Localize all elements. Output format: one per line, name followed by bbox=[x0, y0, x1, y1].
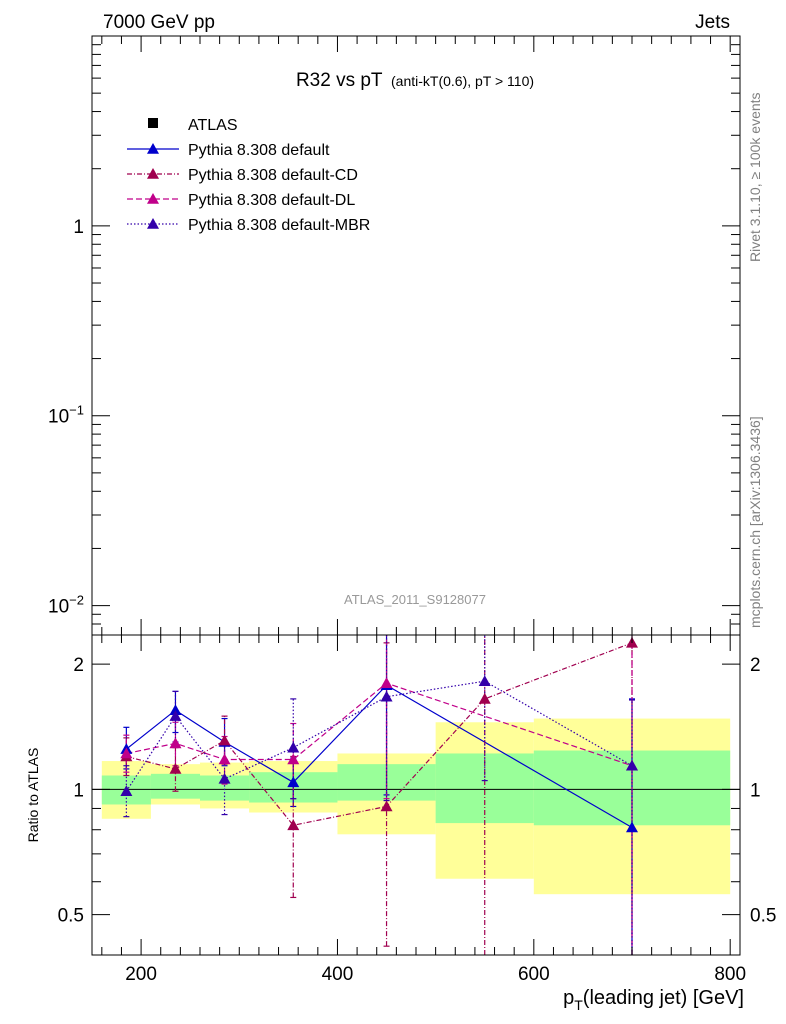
title-main: R32 vs pT bbox=[296, 70, 383, 91]
legend-entry-label: Pythia 8.308 default-DL bbox=[188, 192, 355, 209]
series-line-2 bbox=[126, 682, 633, 767]
ratio-y-tick-label-right: 2 bbox=[750, 655, 761, 676]
main-y-tick-label: 10−1 bbox=[48, 403, 84, 428]
ratio-y-tick-label-right: 1 bbox=[750, 780, 761, 801]
series-point bbox=[287, 819, 300, 831]
legend-entry-label: Pythia 8.308 default-CD bbox=[188, 167, 358, 184]
x-tick-label: 600 bbox=[518, 964, 550, 985]
main-y-tick-label: 1 bbox=[73, 217, 84, 238]
rivet-label: Rivet 3.1.10, ≥ 100k events bbox=[747, 92, 763, 262]
series-point bbox=[120, 785, 133, 797]
legend-entry-label: Pythia 8.308 default bbox=[188, 142, 330, 159]
main-y-tick-label: 10−2 bbox=[48, 593, 84, 618]
header-energy: 7000 GeV pp bbox=[103, 12, 215, 33]
series-point bbox=[626, 759, 638, 771]
series-point bbox=[380, 690, 393, 702]
ratio-y-tick-label: 0.5 bbox=[58, 906, 84, 927]
series-point bbox=[380, 800, 393, 812]
mc-series bbox=[120, 635, 638, 955]
legend-marker bbox=[147, 193, 159, 204]
uncertainty-bands bbox=[101, 718, 731, 895]
legend: ATLAS Pythia 8.308 default Pythia 8.308 de… bbox=[127, 117, 370, 234]
ratio-y-axis: 0.5 0.5 1 1 2 2 bbox=[58, 655, 776, 956]
x-axis-label-text: pT(leading jet) [GeV] bbox=[563, 987, 744, 1013]
legend-marker-atlas bbox=[148, 118, 158, 128]
x-tick-label: 800 bbox=[714, 964, 746, 985]
x-tick-label: 400 bbox=[322, 964, 354, 985]
series-point bbox=[287, 776, 300, 788]
series-point bbox=[218, 753, 231, 765]
series-point bbox=[478, 692, 491, 704]
series-point bbox=[169, 710, 182, 721]
title-subtitle: (anti-kT(0.6), pT > 110) bbox=[391, 73, 534, 89]
series-point bbox=[169, 704, 182, 716]
ratio-y-label: Ratio to ATLAS bbox=[25, 748, 41, 843]
series-point bbox=[218, 734, 231, 746]
ratio-y-tick-label: 1 bbox=[73, 780, 84, 801]
series-point bbox=[287, 753, 300, 765]
mcplots-label: mcplots.cern.ch [arXiv:1306.3436] bbox=[747, 416, 763, 628]
series-point bbox=[287, 741, 300, 753]
series-point bbox=[218, 772, 231, 784]
ratio-x-axis: 200 400 600 800 bbox=[101, 635, 746, 985]
x-tick-label: 200 bbox=[125, 964, 157, 985]
main-y-axis: 1 10−1 10−2 bbox=[48, 35, 740, 636]
x-axis-label: pT(leading jet) [GeV] bbox=[563, 987, 744, 1013]
legend-entry-label: Pythia 8.308 default-MBR bbox=[188, 217, 370, 234]
series-line-0 bbox=[125, 684, 633, 829]
series-point bbox=[169, 762, 182, 774]
main-x-ticks bbox=[101, 36, 731, 635]
header-process: Jets bbox=[695, 12, 730, 33]
series-point bbox=[120, 747, 133, 759]
legend-marker bbox=[147, 218, 159, 229]
legend-entry-label: ATLAS bbox=[188, 117, 238, 134]
analysis-watermark: ATLAS_2011_S9128077 bbox=[344, 592, 486, 607]
ratio-y-tick-label-right: 0.5 bbox=[750, 906, 776, 927]
series-point bbox=[478, 675, 491, 686]
series-point bbox=[380, 677, 393, 688]
chart-title: R32 vs pT (anti-kT(0.6), pT > 110) bbox=[296, 70, 534, 91]
legend-marker bbox=[147, 143, 159, 154]
series-point bbox=[169, 737, 182, 749]
ratio-y-tick-label: 2 bbox=[73, 655, 84, 676]
series-point bbox=[626, 821, 638, 833]
legend-marker bbox=[147, 168, 159, 179]
